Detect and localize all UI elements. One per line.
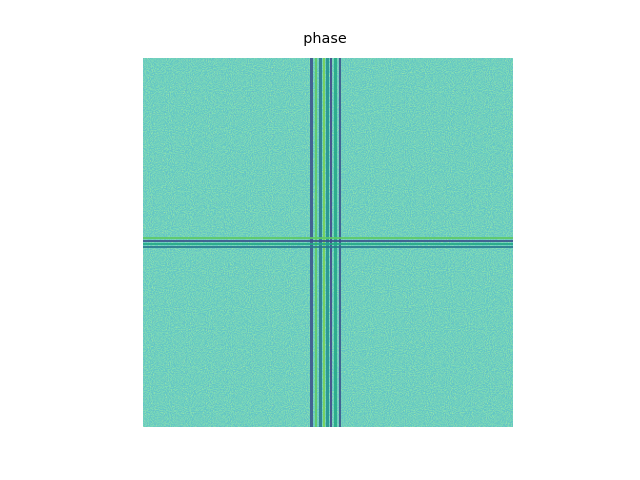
- image-title: phase: [303, 31, 347, 47]
- horizontal-band: [143, 237, 513, 248]
- vertical-band: [310, 58, 341, 427]
- phase-image: [143, 58, 513, 427]
